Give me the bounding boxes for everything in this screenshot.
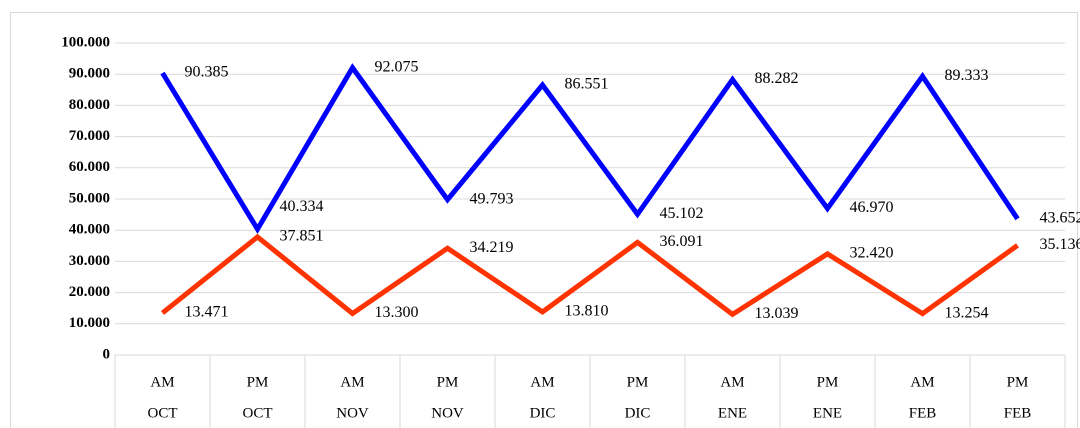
- data-label: 43.652: [1040, 209, 1080, 226]
- x-tick-label: PM: [437, 374, 459, 390]
- data-label: 13.300: [375, 304, 419, 321]
- y-tick-label: 50.000: [69, 190, 110, 206]
- x-tick-label: DIC: [530, 405, 556, 421]
- y-tick-label: 100.000: [61, 34, 110, 50]
- line-series: [160, 233, 1019, 318]
- data-label: 34.219: [470, 239, 514, 256]
- data-label: 13.810: [565, 303, 609, 320]
- data-label: 86.551: [565, 76, 609, 93]
- x-tick-label: AM: [530, 374, 554, 390]
- x-tick-label: OCT: [243, 405, 273, 421]
- data-label: 13.254: [945, 304, 989, 321]
- y-tick-label: 0: [103, 346, 111, 362]
- y-tick-label: 70.000: [69, 128, 110, 144]
- data-label: 45.102: [660, 205, 704, 222]
- data-label: 46.970: [850, 199, 894, 216]
- chart-border: [10, 12, 1078, 428]
- data-label: 40.334: [280, 198, 324, 215]
- y-tick-label: 40.000: [69, 222, 110, 238]
- line-series: [160, 63, 1020, 235]
- y-tick-label: 20.000: [69, 284, 110, 300]
- y-tick-label: 60.000: [69, 159, 110, 175]
- x-tick-label: ENE: [813, 405, 842, 421]
- x-tick-label: AM: [150, 374, 174, 390]
- data-label: 32.420: [850, 245, 894, 262]
- y-tick-label: 30.000: [69, 253, 110, 269]
- x-tick-label: NOV: [336, 405, 369, 421]
- x-tick-label: AM: [910, 374, 934, 390]
- x-tick-label: PM: [1007, 374, 1029, 390]
- x-tick-label: PM: [817, 374, 839, 390]
- x-tick-label: ENE: [718, 405, 747, 421]
- data-label: 92.075: [375, 58, 419, 75]
- x-tick-label: AM: [720, 374, 744, 390]
- x-tick-label: FEB: [1004, 405, 1032, 421]
- y-tick-label: 10.000: [69, 315, 110, 331]
- data-label: 35.136: [1040, 236, 1080, 253]
- data-label: 36.091: [660, 233, 704, 250]
- x-tick-label: PM: [627, 374, 649, 390]
- y-tick-label: 90.000: [69, 66, 110, 82]
- x-tick-label: AM: [340, 374, 364, 390]
- data-label: 88.282: [755, 70, 799, 87]
- data-label: 49.793: [470, 190, 514, 207]
- y-tick-label: 80.000: [69, 97, 110, 113]
- x-tick-label: NOV: [431, 405, 464, 421]
- data-label: 13.039: [755, 305, 799, 322]
- x-tick-label: FEB: [909, 405, 937, 421]
- data-label: 37.851: [280, 228, 324, 245]
- data-label: 90.385: [185, 64, 229, 81]
- data-label: 13.471: [185, 304, 229, 321]
- x-tick-label: PM: [247, 374, 269, 390]
- x-tick-label: DIC: [625, 405, 651, 421]
- x-tick-label: OCT: [148, 405, 178, 421]
- data-label: 89.333: [945, 67, 989, 84]
